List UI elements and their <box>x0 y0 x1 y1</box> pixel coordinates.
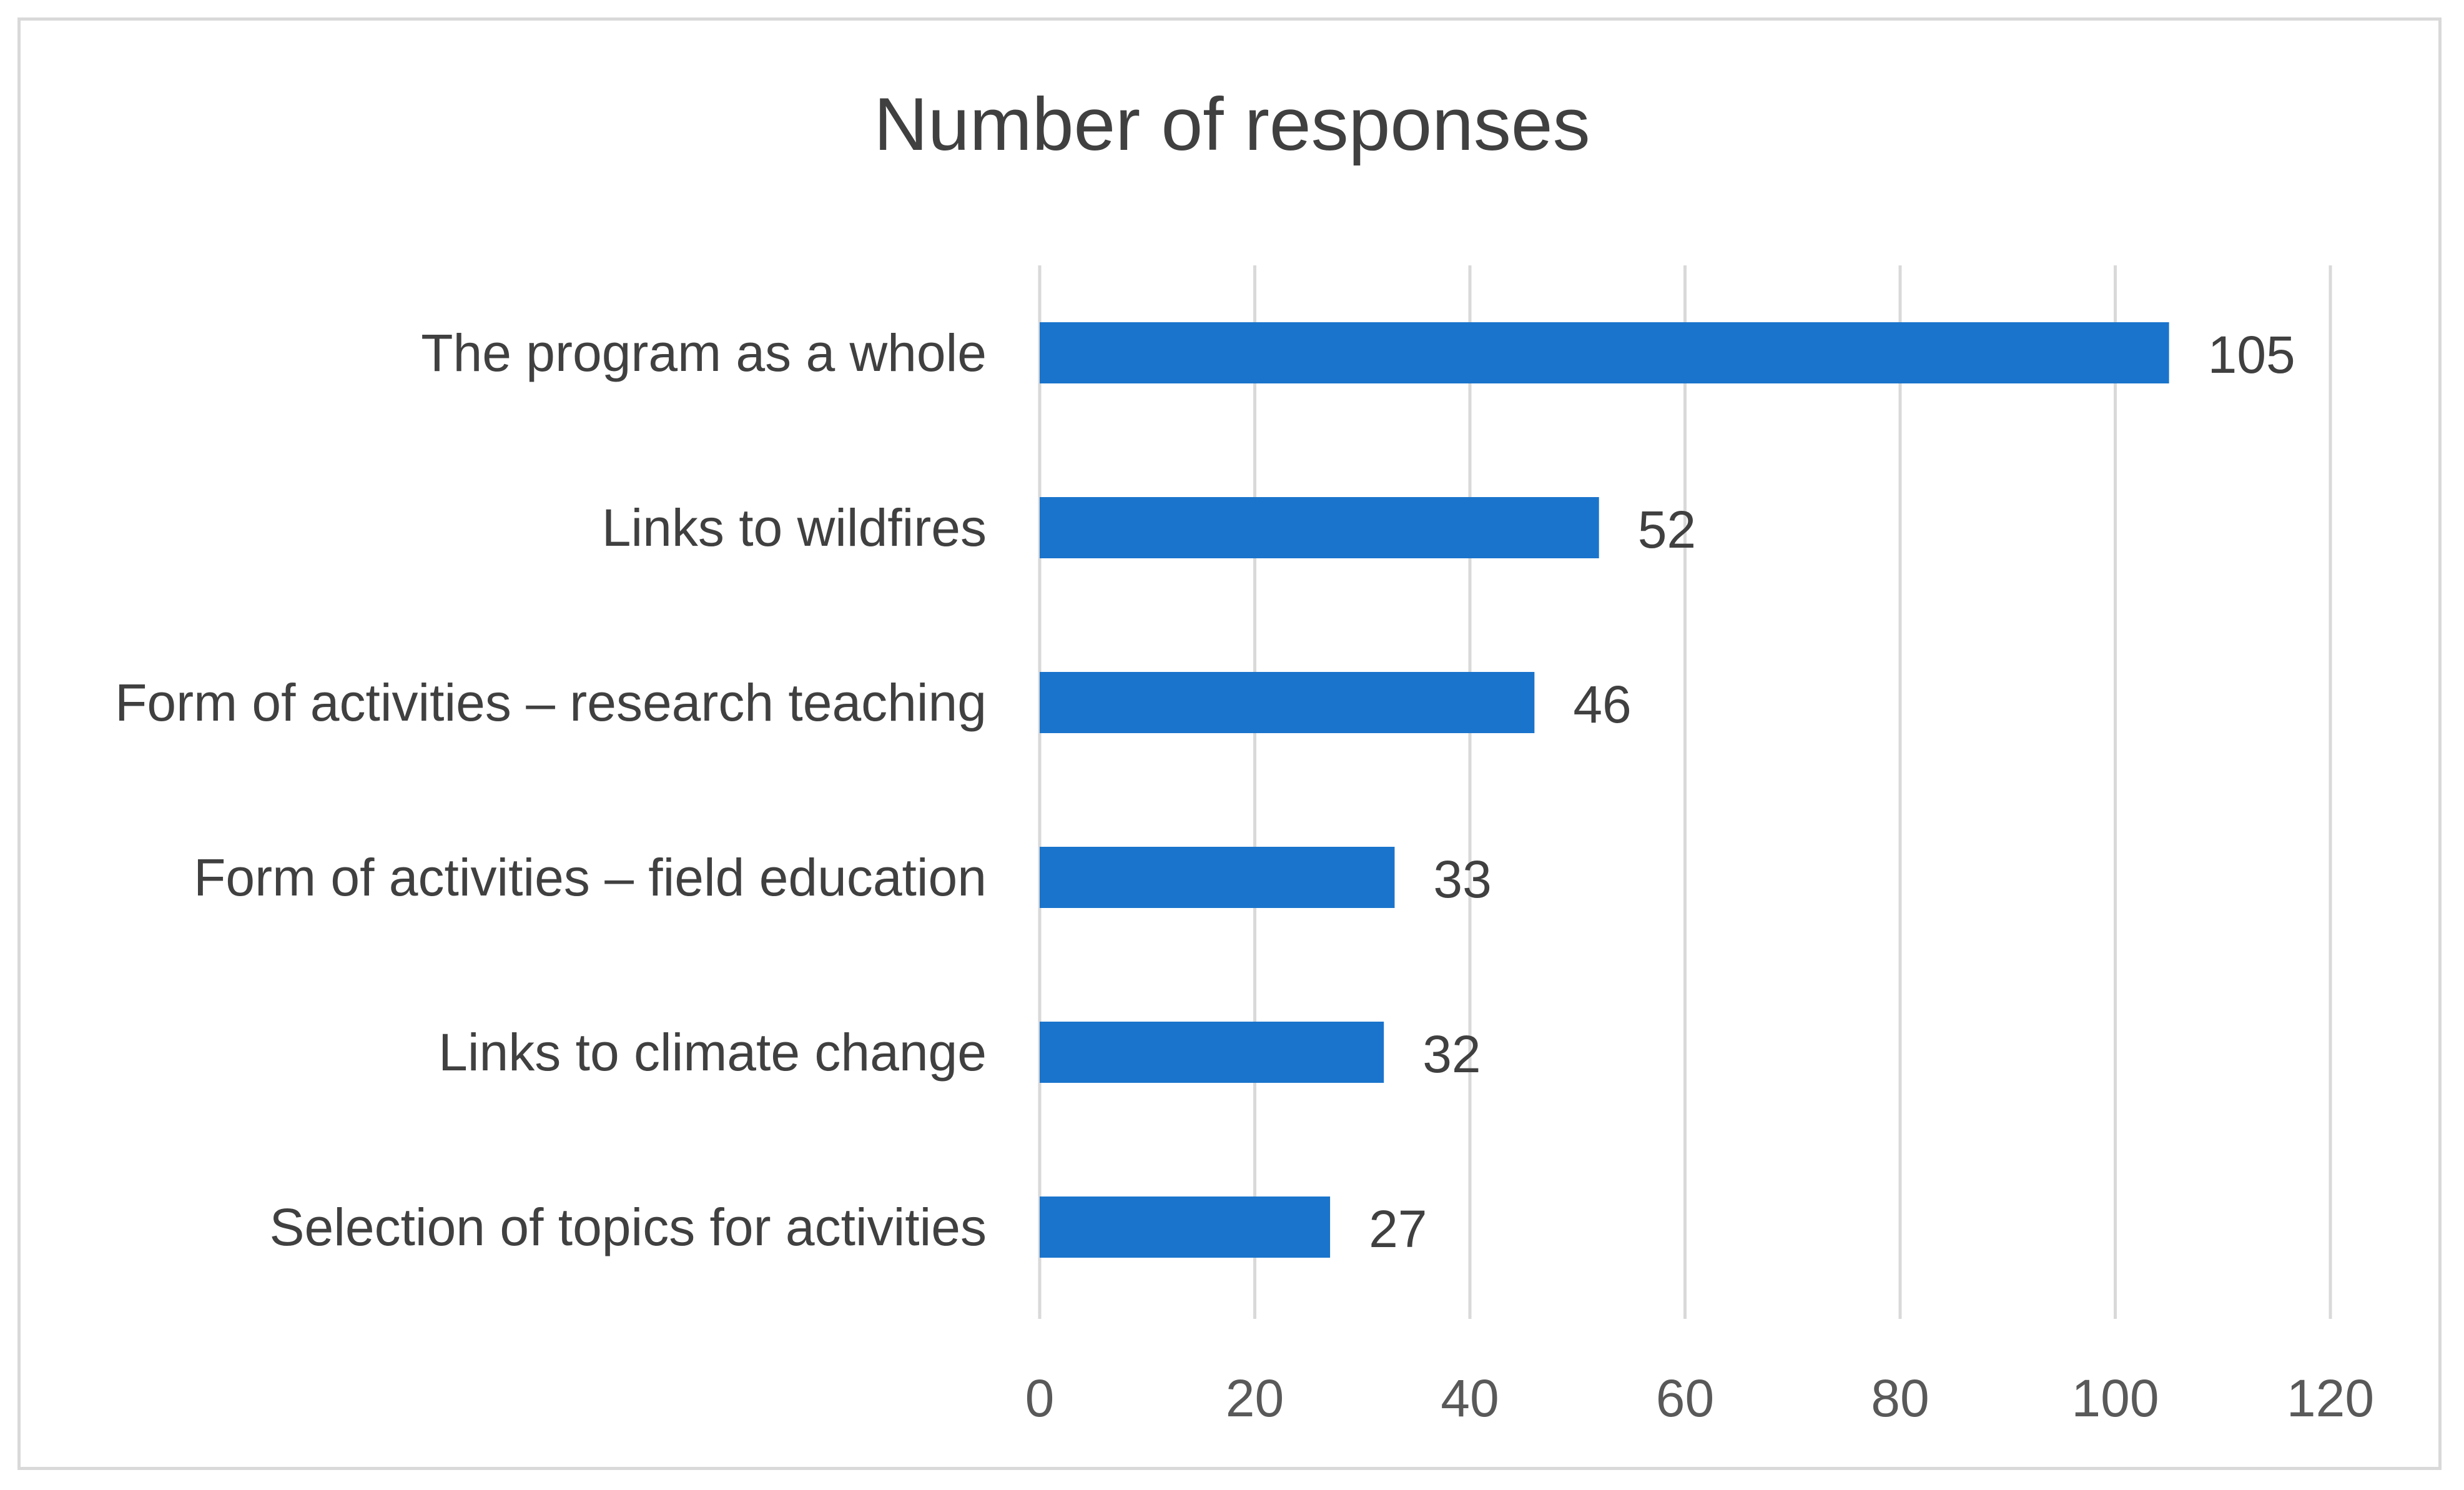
category-label: The program as a whole <box>421 323 987 382</box>
bars <box>1040 322 2169 1258</box>
data-label: 52 <box>1638 500 1696 559</box>
x-tick-label: 40 <box>1441 1369 1499 1428</box>
data-labels: 105 52 46 33 32 27 <box>1369 325 2295 1258</box>
category-label: Links to wildfires <box>602 498 987 557</box>
bar <box>1040 847 1395 908</box>
bar <box>1040 497 1599 558</box>
chart-title: Number of responses <box>874 82 1590 166</box>
category-label: Form of activities – research teaching <box>115 673 987 732</box>
grid-lines <box>1038 265 2332 1319</box>
category-label: Selection of topics for activities <box>269 1198 987 1256</box>
category-labels: The program as a whole Links to wildfires… <box>115 323 987 1256</box>
category-label: Links to climate change <box>438 1023 987 1082</box>
x-tick-label: 60 <box>1656 1369 1714 1428</box>
data-label: 105 <box>2208 325 2295 384</box>
bar <box>1040 322 2169 383</box>
data-label: 33 <box>1433 850 1491 909</box>
bar <box>1040 1022 1384 1083</box>
bar <box>1040 1196 1331 1258</box>
data-label: 32 <box>1422 1025 1481 1083</box>
x-axis-ticks: 0 20 40 60 80 100 120 <box>1025 1369 2374 1428</box>
category-label: Form of activities – field education <box>194 848 987 907</box>
bar <box>1040 672 1535 733</box>
x-tick-label: 120 <box>2287 1369 2374 1428</box>
x-tick-label: 100 <box>2071 1369 2159 1428</box>
x-tick-label: 80 <box>1871 1369 1929 1428</box>
data-label: 27 <box>1369 1200 1427 1258</box>
x-tick-label: 20 <box>1226 1369 1284 1428</box>
data-label: 46 <box>1573 675 1631 734</box>
x-tick-label: 0 <box>1025 1369 1055 1428</box>
